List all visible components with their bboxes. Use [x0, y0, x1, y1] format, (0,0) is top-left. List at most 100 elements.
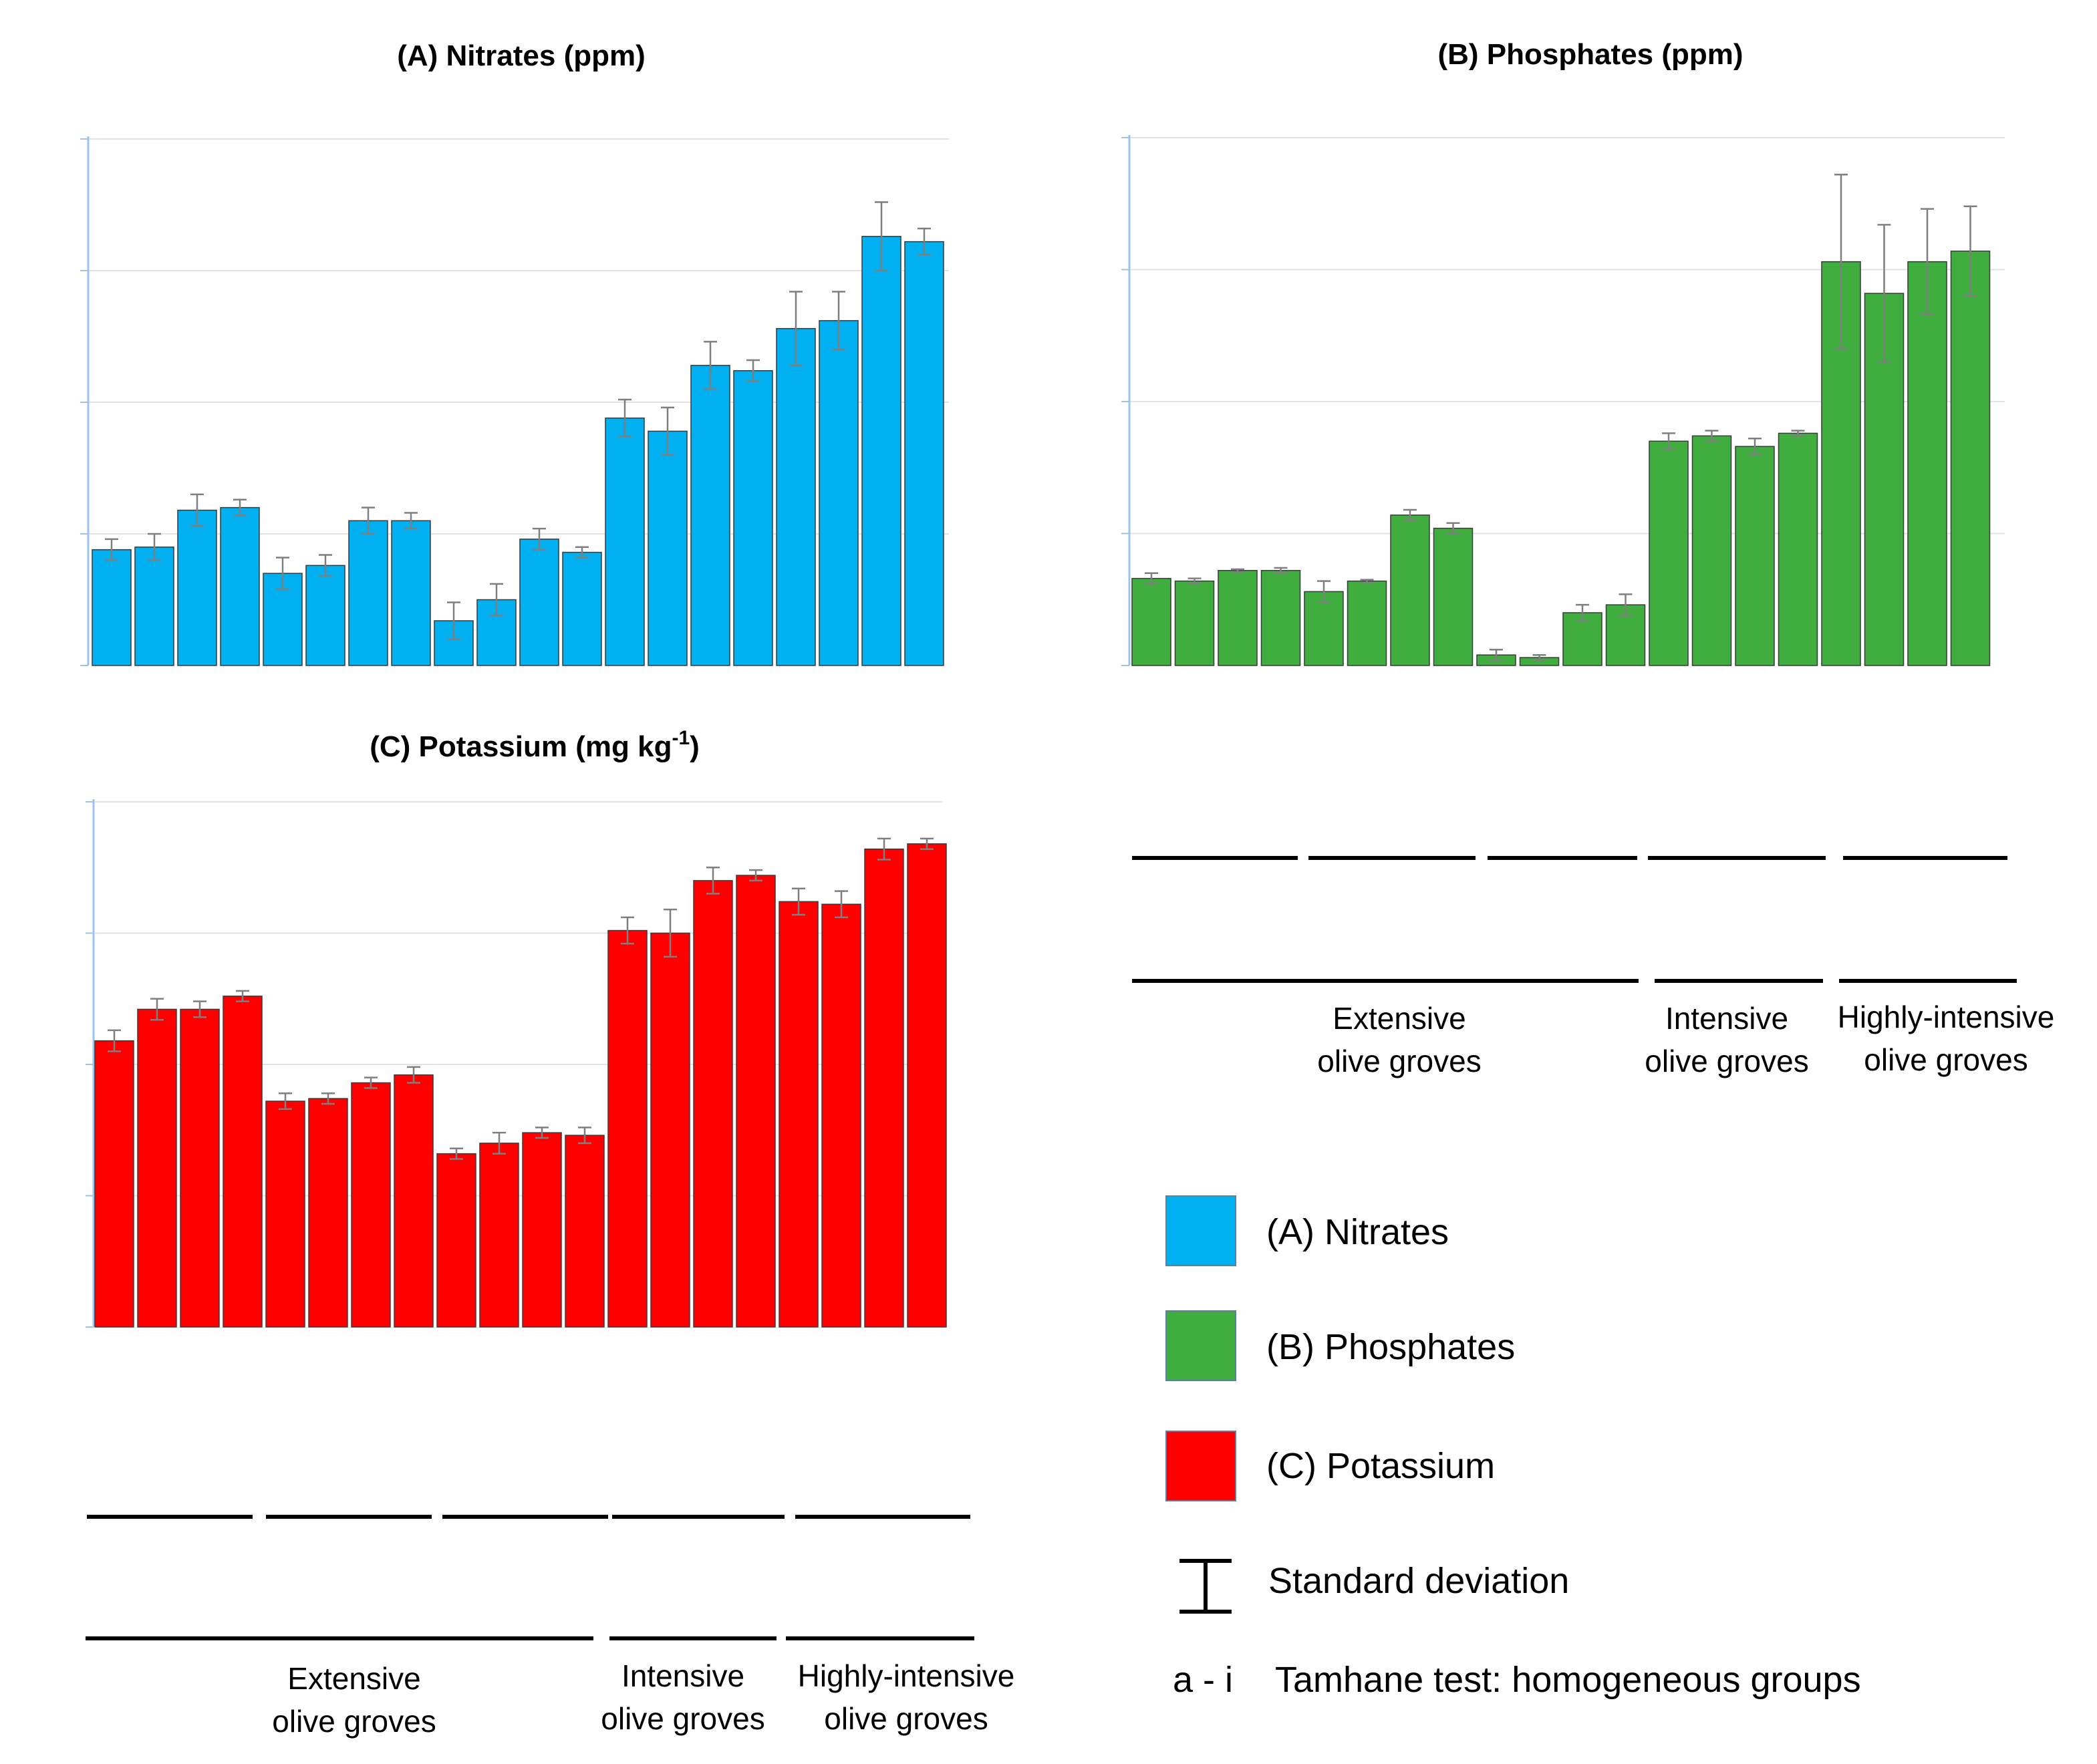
chart-a-error-bar [490, 583, 503, 617]
chart-a-error-bar [661, 406, 674, 456]
chart-c-error-bar [108, 1029, 121, 1052]
chart-c-error-bar [664, 908, 677, 958]
chart-c-bar [907, 843, 947, 1328]
chart-a-error-bar [404, 512, 418, 530]
chart-c-bar [650, 932, 690, 1328]
chart-a-error-bar [618, 398, 632, 438]
legend-swatch-potassium [1165, 1431, 1236, 1501]
chart-b-error-bar [1877, 224, 1891, 363]
chart-c-error-bar [236, 990, 249, 1002]
chart-a-error-bar [918, 227, 931, 256]
chart-b-error-bar [1187, 577, 1202, 585]
legend-label-nitrates: (A) Nitrates [1266, 1212, 1449, 1252]
chart-c-error-bar [621, 916, 634, 945]
chart-c-error-bar [792, 887, 805, 916]
chart-a-bar [861, 236, 901, 666]
chart-c-error-bar [321, 1092, 335, 1105]
chart-b-bar [1260, 570, 1301, 666]
chart-a-error-bar [276, 557, 289, 590]
chart-b-bar [1433, 527, 1474, 666]
chart-c-bar [821, 903, 861, 1328]
chart-c-system-label-line1: Extensive [287, 1661, 420, 1696]
chart-c-title-main: (C) Potassium (mg kg [370, 730, 672, 763]
chart-b-bar [1390, 514, 1430, 666]
chart-a-bar [134, 546, 174, 666]
chart-b-bar [1735, 446, 1775, 666]
legend-tamhane-key: a - i [1173, 1660, 1233, 1700]
chart-b-system-label-line2: olive groves [1864, 1042, 2028, 1077]
chart-b-error-bar [1921, 208, 1934, 315]
chart-c-error-bar [279, 1092, 292, 1111]
chart-c-title-end: ) [690, 730, 700, 763]
chart-b-title: (B) Phosphates (ppm) [1437, 38, 1743, 71]
chart-b-error-bar [1834, 174, 1848, 350]
chart-a-bar [305, 565, 345, 666]
chart-a-bar [690, 365, 730, 666]
chart-c-bar [308, 1098, 348, 1328]
chart-c-bar [522, 1132, 562, 1328]
chart-c-system-label-line2: olive groves [272, 1704, 436, 1739]
chart-c-system-label: Highly-intensive olive groves [798, 1658, 1015, 1736]
chart-b-system-label: Intensive olive groves [1645, 1001, 1808, 1078]
chart-a-bar [733, 370, 773, 666]
chart-a-error-bar [362, 506, 375, 535]
legend-swatch-nitrates [1165, 1195, 1236, 1266]
chart-c-bar [779, 901, 819, 1328]
chart-c-error-bar [835, 890, 848, 919]
chart-b-error-bar [1403, 508, 1417, 521]
chart-b-error-bar [1490, 649, 1503, 662]
chart-a-bar [391, 520, 431, 666]
chart-c-system-label: Extensive olive groves [272, 1661, 436, 1739]
chart-a-error-bar [319, 554, 332, 577]
chart-c-bar [351, 1082, 391, 1328]
legend-label-phosphates: (B) Phosphates [1266, 1327, 1515, 1367]
chart-b-error-bar [1317, 580, 1331, 603]
chart-b-error-bar [1274, 567, 1288, 574]
chart-c-bar [565, 1135, 605, 1328]
chart-a-bar [562, 551, 602, 666]
chart-b-bar [1649, 440, 1689, 666]
legend: (A) Nitrates (B) Phosphates (C) Potassiu… [1165, 1195, 1861, 1700]
chart-a-bar [605, 417, 645, 666]
chart-a-bar [904, 241, 944, 666]
chart-a-bar [648, 430, 688, 666]
chart-c-bar [736, 875, 776, 1328]
chart-b-error-bar [1360, 579, 1374, 583]
chart-a-error-bar [447, 601, 460, 640]
chart-a-error-bar [746, 359, 760, 382]
chart-c-error-bar [877, 837, 891, 861]
chart-a-error-bar [789, 291, 803, 367]
chart-c-error-bar [407, 1066, 420, 1084]
chart-a-error-bar [105, 538, 118, 561]
chart-b-system-label-line2: olive groves [1645, 1044, 1808, 1078]
chart-b-bar [1691, 435, 1732, 666]
chart-c-bar [180, 1008, 220, 1328]
chart-c-bar [607, 929, 648, 1328]
chart-c-error-bar [578, 1127, 591, 1145]
chart-b-bar [1778, 432, 1818, 666]
chart-a-error-bar [190, 493, 204, 527]
chart-c-error-bar [706, 867, 720, 895]
chart-b-error-bar [1446, 522, 1460, 535]
nitrates-chart [80, 136, 949, 666]
legend-label-potassium: (C) Potassium [1266, 1446, 1495, 1486]
chart-b-error-bar [1705, 430, 1719, 442]
chart-b-bar [1950, 251, 1991, 666]
chart-a-bar [519, 539, 559, 666]
chart-a-bar [92, 549, 132, 666]
chart-b-bar [1131, 577, 1171, 666]
chart-b-error-bar [1576, 603, 1589, 622]
chart-a-error-bar [233, 498, 247, 517]
chart-c-error-bar [493, 1131, 506, 1155]
chart-b-error-bar [1963, 205, 1977, 297]
chart-a-error-bar [148, 533, 161, 561]
chart-c-error-bar [450, 1147, 463, 1160]
chart-c-bar [137, 1008, 177, 1328]
chart-c-bar [394, 1074, 434, 1328]
chart-c-system-label-line1: Highly-intensive [798, 1658, 1015, 1693]
legend-label-standard-deviation: Standard deviation [1268, 1561, 1569, 1601]
chart-b-error-bar [1748, 438, 1762, 456]
chart-c-system-label-line2: olive groves [824, 1701, 988, 1736]
chart-c-bar [864, 848, 904, 1328]
chart-b-error-bar [1791, 430, 1805, 437]
